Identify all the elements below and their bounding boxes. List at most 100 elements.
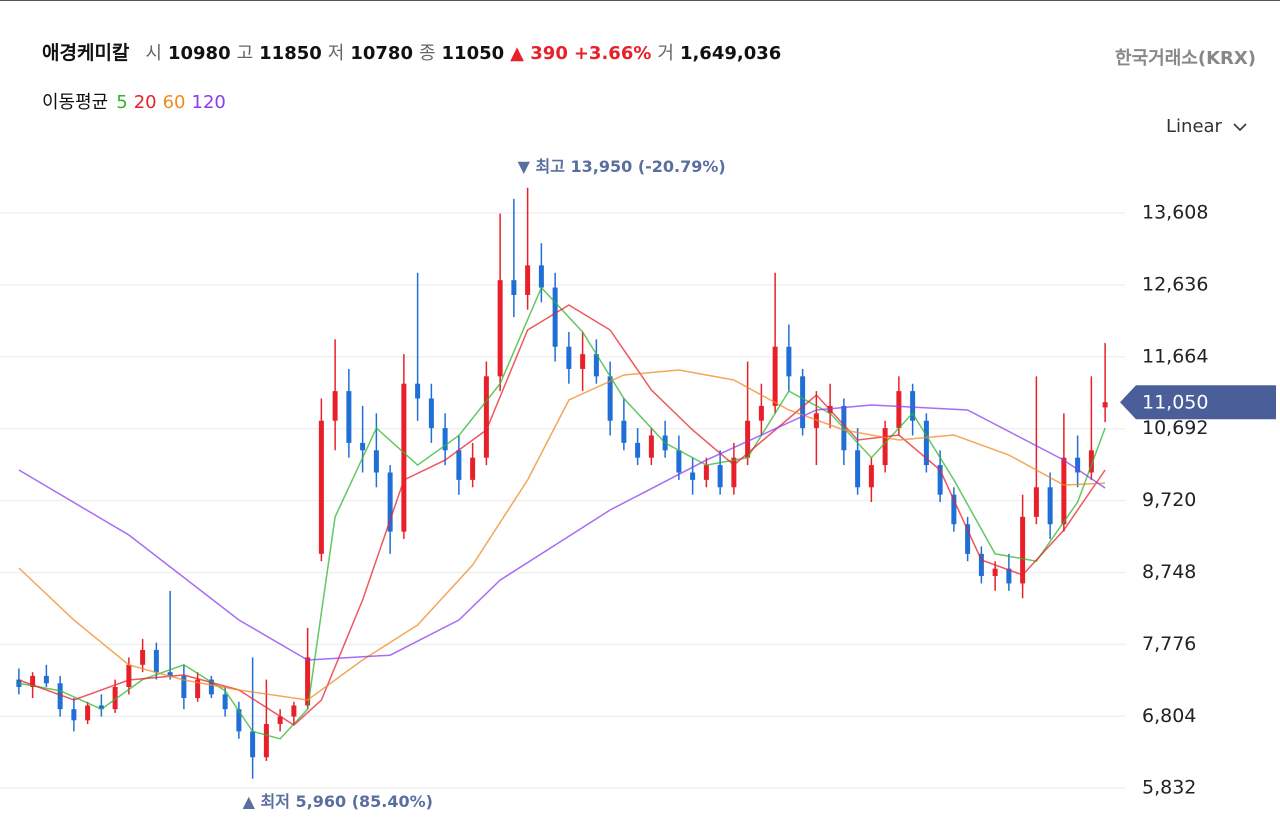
stock-name: 애경케미칼 <box>42 42 130 64</box>
ma-label: 이동평균 <box>42 92 109 113</box>
price-tag <box>1120 385 1276 420</box>
candle-body <box>745 420 751 458</box>
y-tick-label: 8,748 <box>1142 561 1196 583</box>
candle-body <box>648 435 654 458</box>
ma-line <box>18 304 1106 726</box>
value: 10780 <box>350 43 413 64</box>
chevron <box>1233 123 1247 132</box>
legend-entry: 120 <box>191 92 226 113</box>
candle-body <box>717 465 723 488</box>
candle-body <box>346 391 352 443</box>
candle-body <box>250 731 256 758</box>
candle-body <box>236 709 242 732</box>
candle-body <box>181 675 187 699</box>
value: 10980 <box>167 43 231 64</box>
value: 11850 <box>259 43 322 64</box>
y-tick-label: 11,664 <box>1142 345 1208 367</box>
candle-body <box>731 457 737 488</box>
label: 종 <box>418 43 436 64</box>
candle-body <box>1061 457 1067 525</box>
candle-body <box>483 376 489 458</box>
label: 저 <box>327 43 345 64</box>
candle-body <box>676 450 682 473</box>
ma-line <box>18 369 1106 701</box>
label: 거 <box>657 43 674 64</box>
candle-body <box>291 705 297 717</box>
candle-body <box>855 450 861 488</box>
candle-body <box>153 650 159 673</box>
candle-body <box>57 683 63 710</box>
candle-body <box>992 568 998 577</box>
candle-body <box>1020 516 1026 584</box>
candle-body <box>868 465 874 488</box>
candle-body <box>373 450 379 473</box>
min-annotation: ▲ 최저 5,960 (85.40%) <box>243 792 433 811</box>
candle-body <box>621 420 627 443</box>
value: 1,649,036 <box>679 43 782 64</box>
y-tick-label: 10,692 <box>1142 417 1208 439</box>
candle-body <box>937 465 943 495</box>
candle-body <box>85 705 91 721</box>
candle-body <box>442 428 448 451</box>
candle-body <box>1075 457 1081 473</box>
candle-body <box>43 675 49 684</box>
candle-body <box>580 354 586 369</box>
candle-body <box>965 524 971 554</box>
candle-body <box>525 265 531 295</box>
candle-body <box>71 709 77 721</box>
candle-body <box>538 265 544 288</box>
legend-entry: 20 <box>133 92 157 113</box>
candle-body <box>360 442 366 451</box>
candle-body <box>30 675 36 687</box>
candle-body <box>703 465 709 480</box>
candle-body <box>951 494 957 525</box>
candle-body <box>456 450 462 480</box>
candle-body <box>140 650 146 665</box>
candle-body <box>1088 450 1094 473</box>
candle-body <box>332 391 338 421</box>
exchange: 한국거래소(KRX) <box>1115 48 1256 69</box>
candle-body <box>195 679 201 699</box>
candle-body <box>126 664 132 687</box>
candle-body <box>497 280 503 377</box>
legend-entry: 5 <box>116 92 128 113</box>
candle-body <box>167 672 173 676</box>
candle-body <box>800 376 806 429</box>
quote-bar: 애경케미칼 시 10980 고 11850 저 10780 종 11050 ▲ 390 +… <box>42 38 781 65</box>
value: 11050 <box>441 43 505 64</box>
y-tick-label: 12,636 <box>1142 273 1208 295</box>
scale-mode: Linear <box>1166 116 1222 137</box>
label: 고 <box>236 43 254 64</box>
y-tick-label: 9,720 <box>1142 489 1196 511</box>
candle-body <box>896 391 902 429</box>
ma-line <box>18 404 1106 661</box>
candle-body <box>318 420 324 554</box>
candle-body <box>263 723 269 758</box>
candle-body <box>635 442 641 458</box>
legend-entry: 60 <box>162 92 186 113</box>
max-annotation: ▼ 최고 13,950 (-20.79%) <box>518 157 726 176</box>
candle-body <box>882 428 888 466</box>
y-tick-label: 7,776 <box>1142 633 1196 655</box>
top-border <box>0 0 1280 1</box>
y-tick-label: 6,804 <box>1142 705 1196 727</box>
change: ▲ 390 <box>510 43 568 64</box>
candle-body <box>277 716 283 724</box>
candle-body <box>16 679 22 687</box>
candle-body <box>758 405 764 421</box>
candle-body <box>112 686 118 710</box>
scale-select[interactable]: Linear <box>1166 116 1248 137</box>
change-pct: +3.66% <box>573 43 652 64</box>
y-tick-label: 5,832 <box>1142 777 1196 799</box>
y-tick-label: 13,608 <box>1142 202 1208 224</box>
candle-body <box>415 383 421 399</box>
candle-body <box>923 420 929 466</box>
ma-line <box>18 286 1106 740</box>
candle-body <box>428 398 434 429</box>
candle-body <box>772 346 778 406</box>
candle-body <box>910 391 916 421</box>
candle-body <box>690 472 696 480</box>
candle-body <box>511 280 517 295</box>
candle-body <box>1102 402 1108 408</box>
